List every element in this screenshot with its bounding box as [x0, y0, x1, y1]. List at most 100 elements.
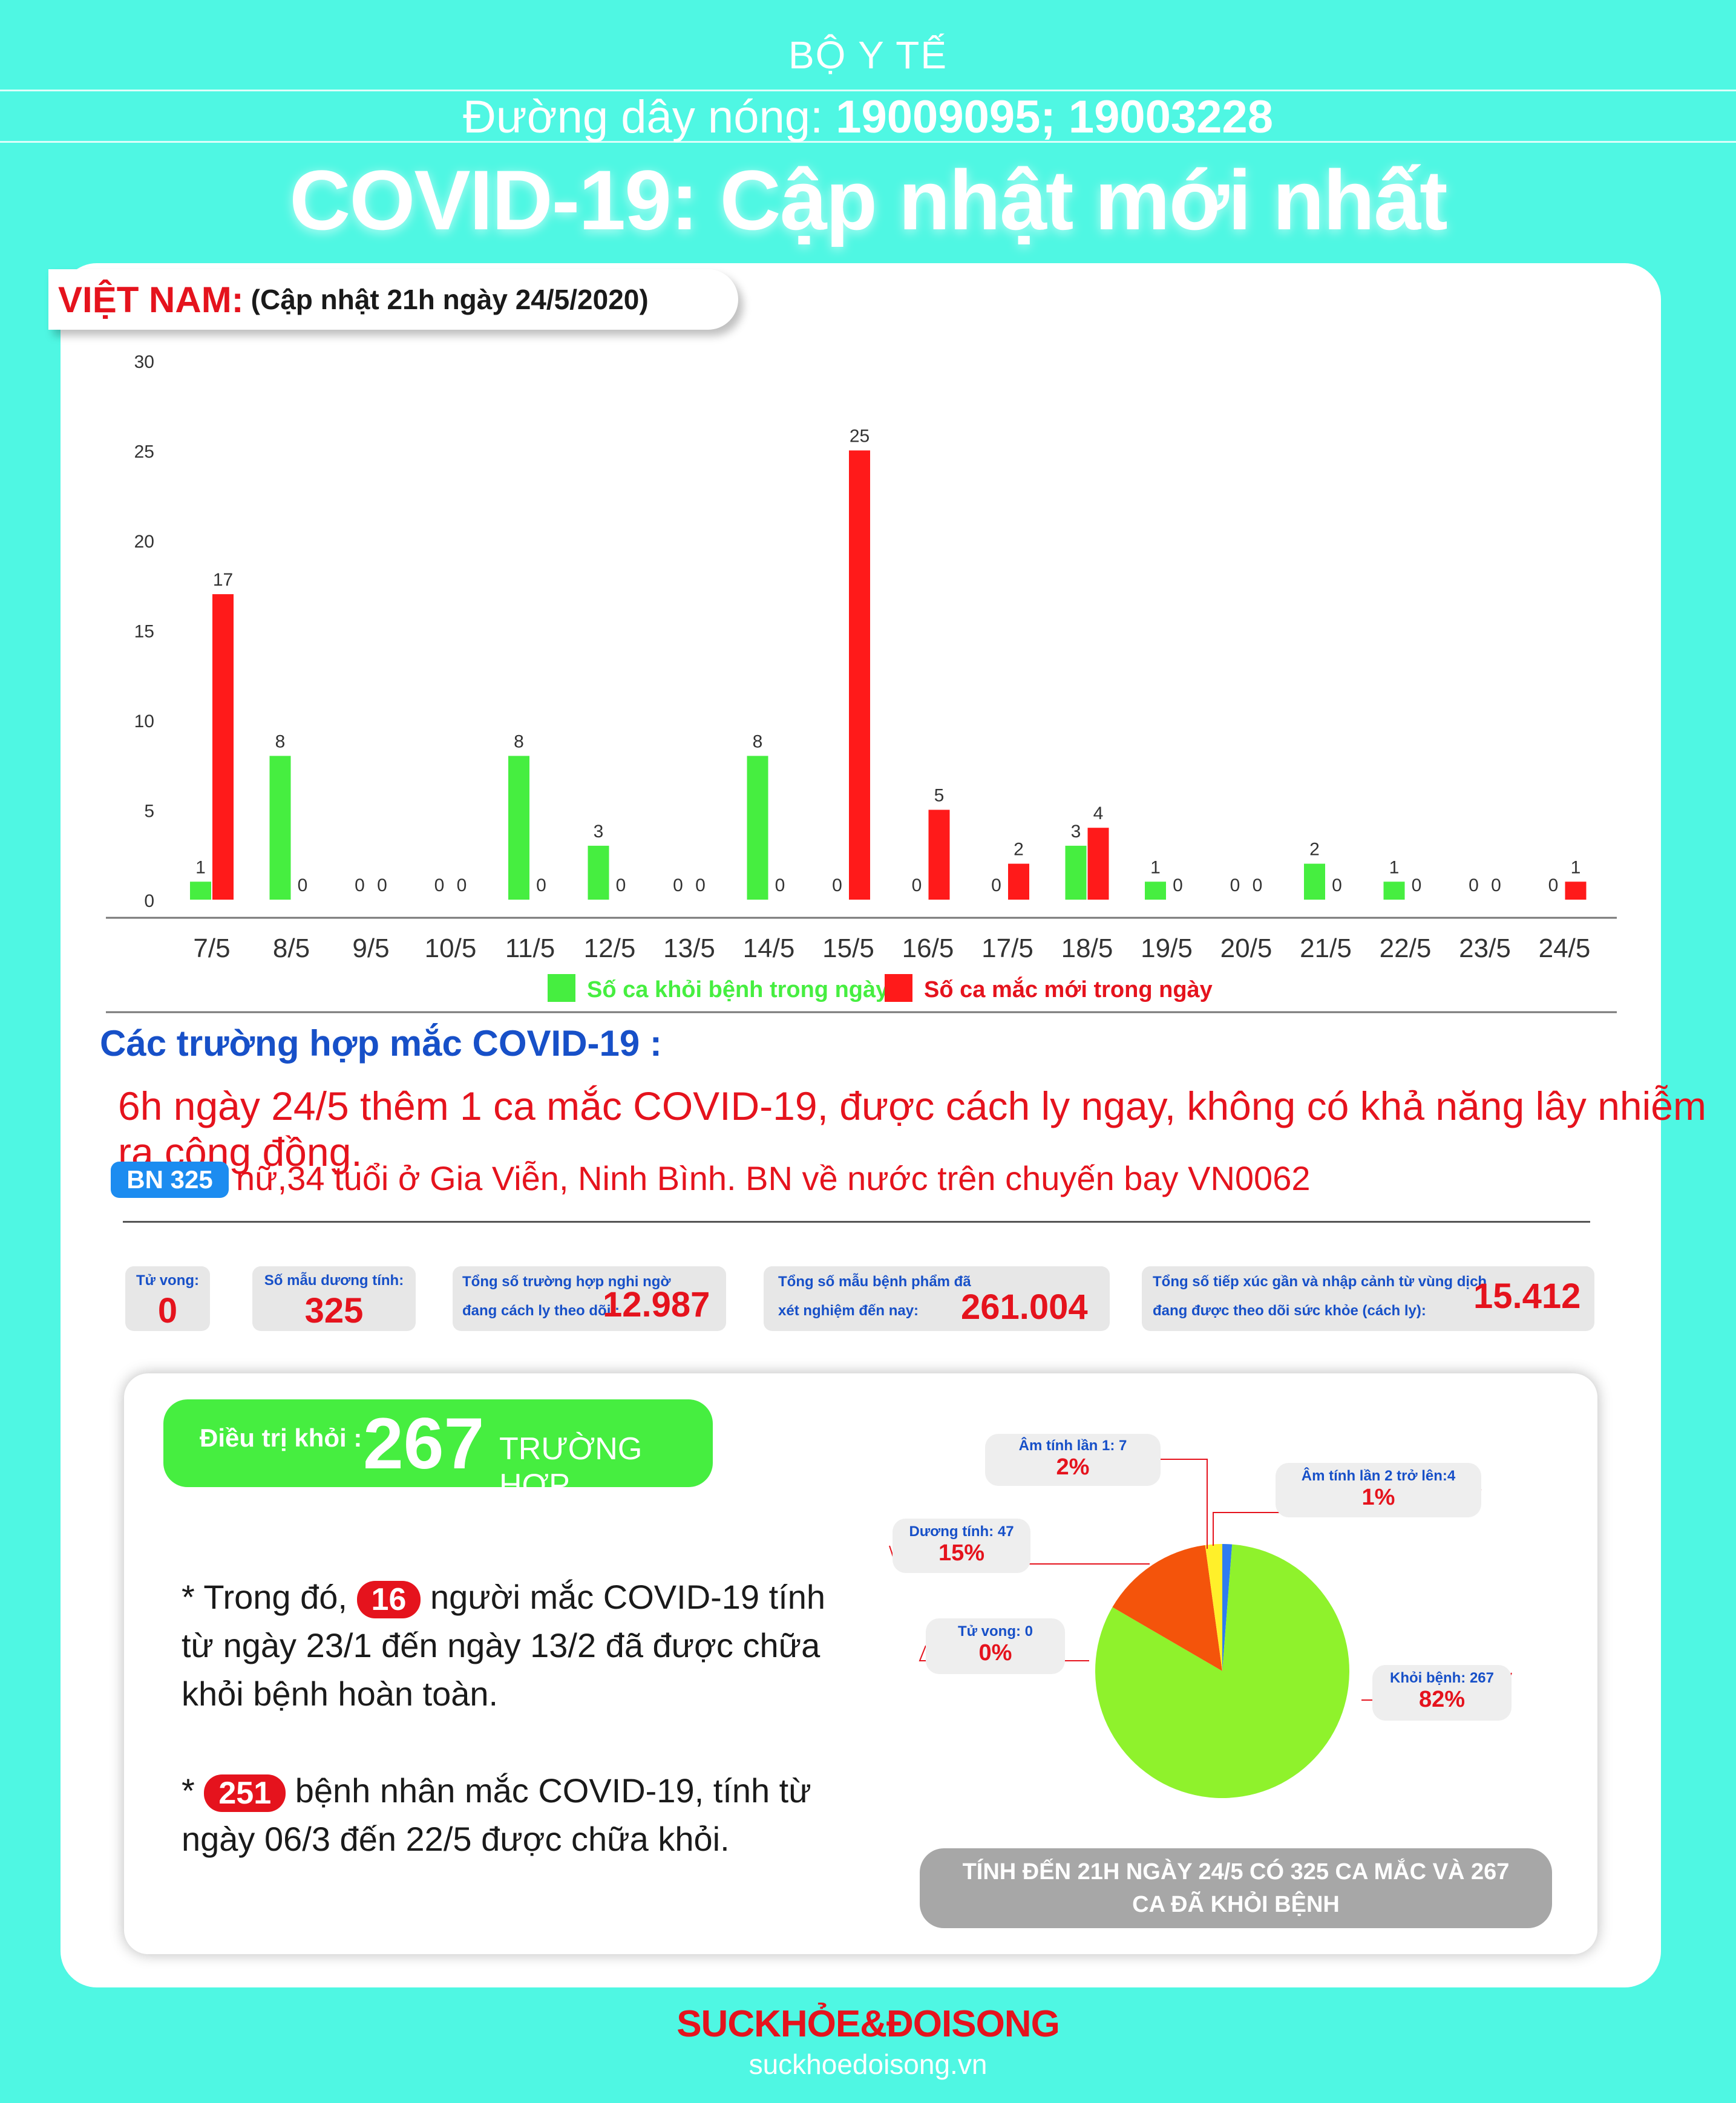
note-count-badge: 16	[356, 1581, 421, 1619]
data-label: 0	[434, 875, 445, 895]
x-tick-label: 13/5	[663, 934, 715, 963]
callout-label: Tử vong: 0	[957, 1623, 1033, 1640]
data-label: 1	[1150, 857, 1161, 877]
x-tick-label: 11/5	[505, 934, 555, 963]
pie-slice	[1095, 1544, 1349, 1799]
bar-recovered	[588, 845, 609, 900]
bar-recovered	[747, 756, 768, 900]
data-label: 0	[1230, 875, 1240, 895]
patient-badge: BN 325	[111, 1162, 229, 1198]
data-label: 0	[673, 875, 683, 895]
country-name: VIỆT NAM:	[58, 279, 244, 320]
publisher-site[interactable]: suckhoedoisong.vn	[0, 2048, 1736, 2081]
stat-label: Số mẫu dương tính:	[264, 1272, 404, 1289]
x-tick-label: 9/5	[352, 934, 389, 963]
x-tick-label: 8/5	[273, 934, 310, 963]
y-tick-label: 30	[134, 352, 154, 372]
data-label: 0	[355, 875, 365, 895]
bar-new-cases	[1565, 881, 1587, 900]
publisher-logo: SUCKHỎE&ĐOISONG	[0, 2003, 1736, 2046]
bar-new-cases	[1087, 828, 1109, 900]
data-label: 0	[832, 875, 842, 895]
recovery-note-1: * Trong đó, 16 người mắc COVID-19 tính t…	[182, 1573, 825, 1718]
legend-label-recovered: Số ca khỏi bệnh trong ngày	[587, 977, 888, 1002]
bar-recovered	[190, 881, 211, 900]
data-label: 2	[1309, 840, 1320, 860]
stat-value: 12.987	[603, 1285, 710, 1324]
data-label: 0	[1332, 875, 1342, 895]
bar-recovered	[508, 756, 529, 900]
stat-label: Tử vong:	[136, 1272, 200, 1289]
pie-slice	[1205, 1544, 1222, 1671]
callout-deaths: Tử vong: 0 0%	[926, 1618, 1065, 1674]
data-label: 0	[1412, 875, 1422, 895]
country-tab: VIỆT NAM: (Cập nhật 21h ngày 24/5/2020)	[48, 269, 738, 330]
x-tick-label: 12/5	[584, 934, 636, 963]
data-label: 3	[1071, 822, 1081, 842]
x-tick-label: 21/5	[1300, 934, 1352, 963]
y-tick-label: 20	[134, 532, 154, 552]
callout-percent: 15%	[938, 1540, 985, 1566]
data-label: 0	[298, 875, 308, 895]
x-tick-label: 15/5	[822, 934, 874, 963]
note-text: *	[182, 1771, 195, 1810]
recovered-count: 267	[363, 1403, 485, 1484]
recovered-pill: Điều trị khỏi : 267 TRƯỜNG HỢP	[163, 1399, 713, 1503]
note-text: người mắc COVID-19 tính	[430, 1578, 826, 1616]
data-label: 4	[1093, 803, 1104, 823]
callout-label: Dương tính: 47	[909, 1523, 1014, 1540]
data-label: 8	[753, 731, 763, 751]
callout-percent: 0%	[978, 1640, 1012, 1666]
data-label: 0	[991, 875, 1001, 895]
section-divider	[123, 1221, 1590, 1223]
x-tick-label: 17/5	[981, 934, 1033, 963]
bar-recovered	[1145, 881, 1166, 900]
data-label: 0	[1173, 875, 1183, 895]
legend-swatch-new-cases	[885, 974, 912, 1002]
callout-recovered: Khỏi bệnh: 267 82%	[1372, 1665, 1512, 1721]
stat-contacts-monitored: Tổng số tiếp xúc gần và nhập cảnh từ vùn…	[1142, 1266, 1594, 1331]
note-text: * Trong đó,	[182, 1578, 347, 1616]
y-tick-label: 25	[134, 442, 154, 462]
data-label: 0	[912, 875, 922, 895]
cases-section-title: Các trường hợp mắc COVID-19 :	[100, 1023, 662, 1064]
data-label: 0	[1253, 875, 1263, 895]
callout-percent: 82%	[1418, 1687, 1466, 1712]
data-label: 2	[1014, 840, 1024, 860]
note-text: từ ngày 23/1 đến ngày 13/2 đã được chữa	[182, 1626, 821, 1664]
note-text: bệnh nhân mắc COVID-19, tính từ	[295, 1771, 811, 1810]
y-tick-label: 10	[134, 711, 154, 731]
callout-label: Âm tính lần 2 trở lên:4	[1301, 1468, 1456, 1484]
page-title: COVID-19: Cập nhật mới nhất	[289, 152, 1447, 247]
hotline-numbers[interactable]: 19009095; 19003228	[836, 91, 1273, 143]
recovery-note-2: * 251 bệnh nhân mắc COVID-19, tính từ ng…	[182, 1767, 811, 1863]
stat-deaths: Tử vong: 0	[125, 1266, 210, 1331]
stat-value: 261.004	[961, 1287, 1088, 1327]
header-divider	[0, 90, 1736, 91]
x-tick-label: 22/5	[1380, 934, 1432, 963]
x-tick-label: 14/5	[743, 934, 795, 963]
bar-recovered	[1065, 845, 1087, 900]
y-tick-label: 15	[134, 622, 154, 642]
data-label: 0	[1469, 875, 1479, 895]
data-label: 1	[195, 857, 206, 877]
callout-percent: 2%	[1056, 1454, 1090, 1480]
callout-negative-repeat: Âm tính lần 2 trở lên:4 1%	[1276, 1463, 1481, 1517]
stat-label: Tổng số mẫu bệnh phẩm đã	[778, 1274, 971, 1290]
data-label: 0	[616, 875, 626, 895]
bar-new-cases	[928, 809, 950, 900]
stat-label: xét nghiệm đến nay:	[778, 1303, 919, 1319]
patient-info: nữ,34 tuổi ở Gia Viễn, Ninh Bình. BN về …	[236, 1159, 1311, 1197]
legend-label-new-cases: Số ca mắc mới trong ngày	[924, 976, 1213, 1002]
bar-new-cases	[1008, 863, 1029, 900]
header-divider	[0, 141, 1736, 143]
ministry-name: BỘ Y TẾ	[788, 33, 948, 77]
data-label: 1	[1571, 857, 1581, 877]
data-label: 0	[457, 875, 467, 895]
hotline-label: Đường dây nóng:	[463, 91, 824, 143]
stat-label: Tổng số tiếp xúc gần và nhập cảnh từ vùn…	[1153, 1274, 1487, 1290]
legend-swatch-recovered	[548, 974, 575, 1002]
stat-value: 15.412	[1473, 1277, 1581, 1316]
site-url[interactable]: suckhoedoisong.vn	[748, 2049, 988, 2080]
pie-slice	[1112, 1545, 1222, 1671]
